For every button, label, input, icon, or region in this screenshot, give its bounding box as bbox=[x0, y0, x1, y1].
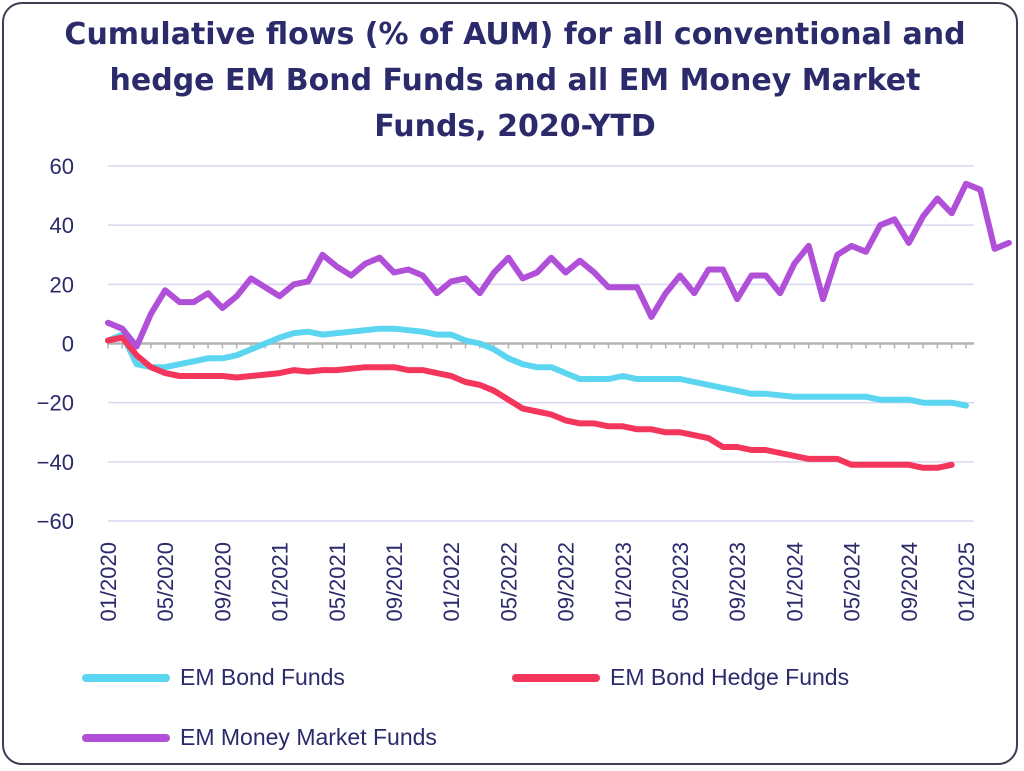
x-tick-label: 05/2020 bbox=[153, 542, 178, 622]
series-line-0 bbox=[105, 325, 969, 409]
y-axis-ticks: 60 40 20 0 −20 −40 −60 bbox=[37, 154, 74, 534]
legend-item-em-bond-funds: EM Bond Funds bbox=[82, 664, 345, 691]
y-tick-label: 20 bbox=[50, 272, 74, 297]
series-line-2 bbox=[105, 180, 1012, 350]
legend-label: EM Bond Hedge Funds bbox=[610, 664, 850, 690]
x-tick-label: 09/2023 bbox=[725, 542, 750, 622]
x-tick-label: 05/2021 bbox=[325, 542, 350, 622]
legend-swatch bbox=[512, 673, 600, 682]
series-lines bbox=[105, 180, 1012, 471]
x-tick-label: 09/2024 bbox=[897, 542, 922, 622]
x-tick-label: 09/2022 bbox=[554, 542, 579, 622]
legend-label: EM Money Market Funds bbox=[180, 724, 437, 750]
legend-swatch bbox=[82, 733, 170, 742]
x-tick-label: 01/2022 bbox=[439, 542, 464, 622]
y-tick-label: −20 bbox=[37, 391, 74, 416]
x-tick-label: 01/2025 bbox=[954, 542, 979, 622]
legend-swatch bbox=[82, 673, 170, 682]
x-tick-label: 09/2020 bbox=[210, 542, 235, 622]
x-tick-label: 05/2022 bbox=[496, 542, 521, 622]
x-tick-label: 01/2024 bbox=[782, 542, 807, 622]
gridlines bbox=[107, 165, 974, 522]
x-tick-label: 09/2021 bbox=[382, 542, 407, 622]
series-line-1 bbox=[105, 334, 955, 471]
x-axis-ticks: 01/2020 05/2020 09/2020 01/2021 05/2021 09/20… bbox=[96, 542, 979, 622]
x-tick-label: 01/2020 bbox=[96, 542, 121, 622]
y-tick-label: −40 bbox=[37, 450, 74, 475]
x-tick-label: 05/2023 bbox=[668, 542, 693, 622]
x-tick-label: 01/2021 bbox=[268, 542, 293, 622]
y-tick-label: −60 bbox=[37, 509, 74, 534]
y-tick-label: 60 bbox=[50, 154, 74, 179]
legend-item-em-bond-hedge-funds: EM Bond Hedge Funds bbox=[512, 664, 849, 691]
chart-title: Cumulative flows (% of AUM) for all conv… bbox=[64, 17, 966, 144]
legend-label: EM Bond Funds bbox=[180, 664, 345, 690]
legend-item-em-money-market-funds: EM Money Market Funds bbox=[82, 724, 437, 751]
y-tick-label: 40 bbox=[50, 213, 74, 238]
x-tick-label: 01/2023 bbox=[611, 542, 636, 622]
x-tick-label: 05/2024 bbox=[840, 542, 865, 622]
y-tick-label: 0 bbox=[62, 332, 74, 357]
